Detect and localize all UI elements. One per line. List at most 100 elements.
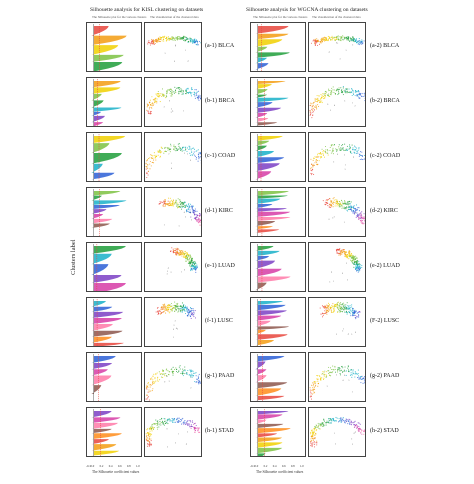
scatter-point — [167, 203, 169, 205]
scatter-point — [331, 91, 333, 93]
scatter-point — [192, 370, 194, 372]
scatter-point — [343, 37, 346, 39]
scatter-point — [335, 304, 337, 306]
scatter-point — [184, 305, 186, 307]
scatter-point — [325, 38, 327, 40]
scatter-point — [179, 253, 181, 256]
scatter-point — [187, 87, 189, 89]
scatter-point — [147, 41, 149, 43]
scatter-point — [187, 41, 189, 44]
scatter-point — [333, 36, 335, 38]
scatter-point — [316, 44, 319, 46]
scatter-point — [354, 95, 356, 97]
scatter-point — [201, 102, 202, 103]
scatter-point — [186, 306, 188, 308]
silhouette-cluster-bar — [91, 323, 113, 331]
scatter-point — [182, 368, 184, 370]
scatter-point — [320, 101, 322, 103]
scatter-point — [169, 311, 171, 313]
scatter-point — [163, 424, 165, 426]
scatter-point — [333, 91, 335, 93]
scatter-point — [161, 201, 163, 203]
silhouette-cluster-bar — [91, 111, 102, 116]
scatter-point — [171, 38, 173, 40]
scatter-point — [319, 152, 321, 154]
scatter-point — [154, 38, 157, 41]
scatter-point — [195, 262, 197, 264]
silhouette-cluster-bar — [255, 229, 280, 233]
scatter-point — [189, 263, 192, 265]
scatter-point — [347, 88, 349, 90]
scatter-point — [161, 147, 163, 150]
scatter-point — [186, 37, 188, 39]
scatter-point — [190, 38, 192, 40]
scatter-point — [151, 107, 153, 109]
scatter-point — [148, 428, 150, 430]
scatter-point — [357, 40, 359, 42]
scatter-point — [359, 215, 361, 217]
scatter-point — [317, 154, 319, 156]
scatter-point — [181, 201, 183, 203]
scatter-point — [182, 308, 184, 310]
scatter-point — [350, 315, 352, 317]
scatter-point — [165, 369, 167, 371]
scatter-point — [361, 222, 363, 224]
silhouette-cluster-bar — [91, 143, 110, 153]
scatter-point — [175, 418, 177, 420]
scatter-point — [317, 156, 320, 158]
scatter-point — [357, 91, 359, 93]
silhouette-cluster-bar — [91, 444, 117, 451]
scatter-point — [351, 260, 353, 262]
scatter-point — [319, 156, 321, 158]
scatter-point — [351, 422, 353, 424]
scatter-point — [201, 98, 202, 99]
scatter-point — [196, 220, 198, 223]
scatter-point — [313, 434, 315, 437]
scatter-point — [159, 95, 161, 97]
scatter-point — [177, 248, 179, 250]
scatter-point — [179, 148, 182, 150]
scatter-point — [170, 145, 172, 147]
scatter-point — [363, 429, 365, 431]
scatter-point — [329, 198, 331, 200]
scatter-point — [357, 373, 359, 375]
scatter-point — [358, 265, 361, 268]
scatter-point — [179, 311, 181, 313]
silhouette-panel-right-7 — [250, 352, 306, 402]
scatter-point — [160, 424, 162, 426]
scatter-point — [150, 111, 152, 113]
scatter-point — [315, 442, 317, 444]
scatter-point — [357, 206, 359, 209]
cluster-centroid-marker: 0 — [190, 160, 191, 162]
scatter-point — [178, 206, 180, 208]
scatter-point — [176, 148, 178, 150]
scatter-point — [341, 148, 343, 150]
scatter-point — [314, 438, 316, 440]
scatter-point — [190, 371, 192, 373]
scatter-point — [344, 202, 346, 204]
cluster-centroid-marker: 3 — [336, 334, 337, 336]
scatter-point — [201, 156, 202, 157]
silhouette-cluster-bar — [255, 419, 267, 424]
scatter-point — [341, 304, 343, 306]
scatter-point — [175, 202, 177, 204]
scatter-point — [194, 89, 196, 91]
scatter-point — [337, 37, 339, 39]
scatter-point — [357, 428, 359, 430]
scatter-point — [186, 255, 188, 257]
scatter-point — [360, 221, 362, 223]
silhouette-cluster-bar — [91, 439, 109, 445]
scatter-point — [169, 88, 171, 91]
scatter-point — [187, 308, 189, 310]
scatter-point — [198, 383, 200, 385]
scatter-point — [324, 310, 326, 312]
scatter-point — [348, 91, 350, 93]
scatter-point — [337, 370, 339, 372]
cluster-centroid-marker: 3 — [184, 153, 185, 155]
scatter-point — [355, 318, 357, 320]
silhouette-cluster-bar — [91, 264, 109, 276]
scatter-point — [198, 215, 200, 217]
scatter-point — [335, 305, 337, 307]
cluster-centroid-marker: 3 — [167, 274, 168, 276]
